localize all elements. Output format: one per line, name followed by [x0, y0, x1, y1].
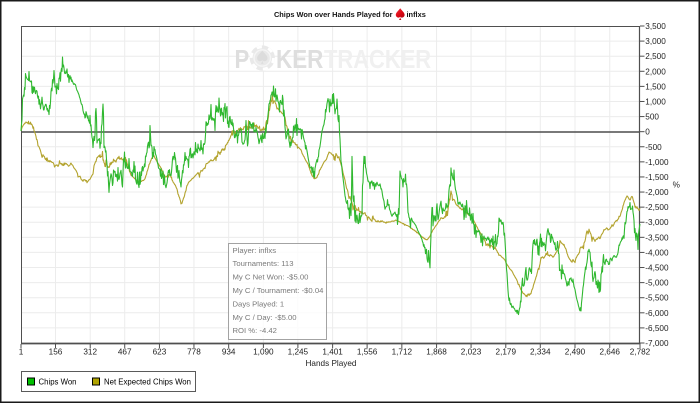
- svg-text:2,000: 2,000: [645, 67, 666, 76]
- svg-text:-1,500: -1,500: [645, 173, 669, 182]
- svg-text:Player: inflxs: Player: inflxs: [233, 246, 277, 255]
- svg-text:934: 934: [222, 348, 236, 357]
- svg-text:778: 778: [187, 348, 201, 357]
- svg-text:Chips Won: Chips Won: [39, 377, 77, 386]
- svg-text:1,500: 1,500: [645, 82, 666, 91]
- svg-text:312: 312: [83, 348, 97, 357]
- svg-text:Chips Won over Hands Played fo: Chips Won over Hands Played for: [274, 10, 393, 19]
- svg-text:My C Net Won: -$5.00: My C Net Won: -$5.00: [233, 273, 309, 282]
- svg-text:Days Played: 1: Days Played: 1: [233, 299, 285, 308]
- svg-text:-500: -500: [645, 143, 662, 152]
- svg-text:1,712: 1,712: [392, 348, 413, 357]
- svg-text:623: 623: [153, 348, 167, 357]
- svg-text:Tournaments: 113: Tournaments: 113: [233, 259, 294, 268]
- svg-text:Hands Played: Hands Played: [306, 359, 357, 368]
- svg-text:KER: KER: [276, 46, 323, 75]
- svg-text:1,868: 1,868: [426, 348, 447, 357]
- svg-text:%: %: [673, 181, 680, 190]
- svg-text:My C / Day: -$5.00: My C / Day: -$5.00: [233, 313, 297, 322]
- svg-text:2,334: 2,334: [530, 348, 551, 357]
- svg-text:2,490: 2,490: [565, 348, 586, 357]
- svg-text:2,023: 2,023: [461, 348, 482, 357]
- svg-text:0: 0: [645, 128, 650, 137]
- svg-text:ROI %: -4.42: ROI %: -4.42: [233, 326, 277, 335]
- svg-text:-2,000: -2,000: [645, 188, 669, 197]
- svg-text:467: 467: [118, 348, 132, 357]
- svg-text:500: 500: [645, 113, 659, 122]
- svg-text:My C / Tournament: -$0.04: My C / Tournament: -$0.04: [233, 286, 325, 295]
- svg-text:-3,000: -3,000: [645, 218, 669, 227]
- svg-text:-6,500: -6,500: [645, 324, 669, 333]
- svg-text:1: 1: [19, 348, 24, 357]
- svg-text:1,401: 1,401: [322, 348, 343, 357]
- svg-text:-4,500: -4,500: [645, 264, 669, 273]
- svg-text:2,179: 2,179: [496, 348, 517, 357]
- svg-text:1,090: 1,090: [253, 348, 274, 357]
- svg-text:-6,000: -6,000: [645, 309, 669, 318]
- svg-text:2,646: 2,646: [599, 348, 620, 357]
- svg-text:1,245: 1,245: [288, 348, 309, 357]
- svg-text:2,500: 2,500: [645, 52, 666, 61]
- svg-text:-4,000: -4,000: [645, 248, 669, 257]
- svg-text:3,500: 3,500: [645, 22, 666, 31]
- svg-text:-5,500: -5,500: [645, 294, 669, 303]
- svg-text:-7,000: -7,000: [645, 339, 669, 348]
- svg-text:-3,500: -3,500: [645, 233, 669, 242]
- svg-text:1,000: 1,000: [645, 97, 666, 106]
- svg-text:2,782: 2,782: [630, 348, 651, 357]
- svg-text:-1,000: -1,000: [645, 158, 669, 167]
- svg-text:3,000: 3,000: [645, 37, 666, 46]
- svg-text:TRACKER: TRACKER: [324, 45, 431, 74]
- svg-text:P: P: [235, 46, 250, 75]
- svg-text:-2,500: -2,500: [645, 203, 669, 212]
- svg-text:-5,000: -5,000: [645, 279, 669, 288]
- svg-text:156: 156: [49, 348, 63, 357]
- svg-text:Net Expected Chips Won: Net Expected Chips Won: [104, 377, 191, 386]
- svg-text:inflxs: inflxs: [407, 10, 426, 19]
- svg-text:1,556: 1,556: [357, 348, 378, 357]
